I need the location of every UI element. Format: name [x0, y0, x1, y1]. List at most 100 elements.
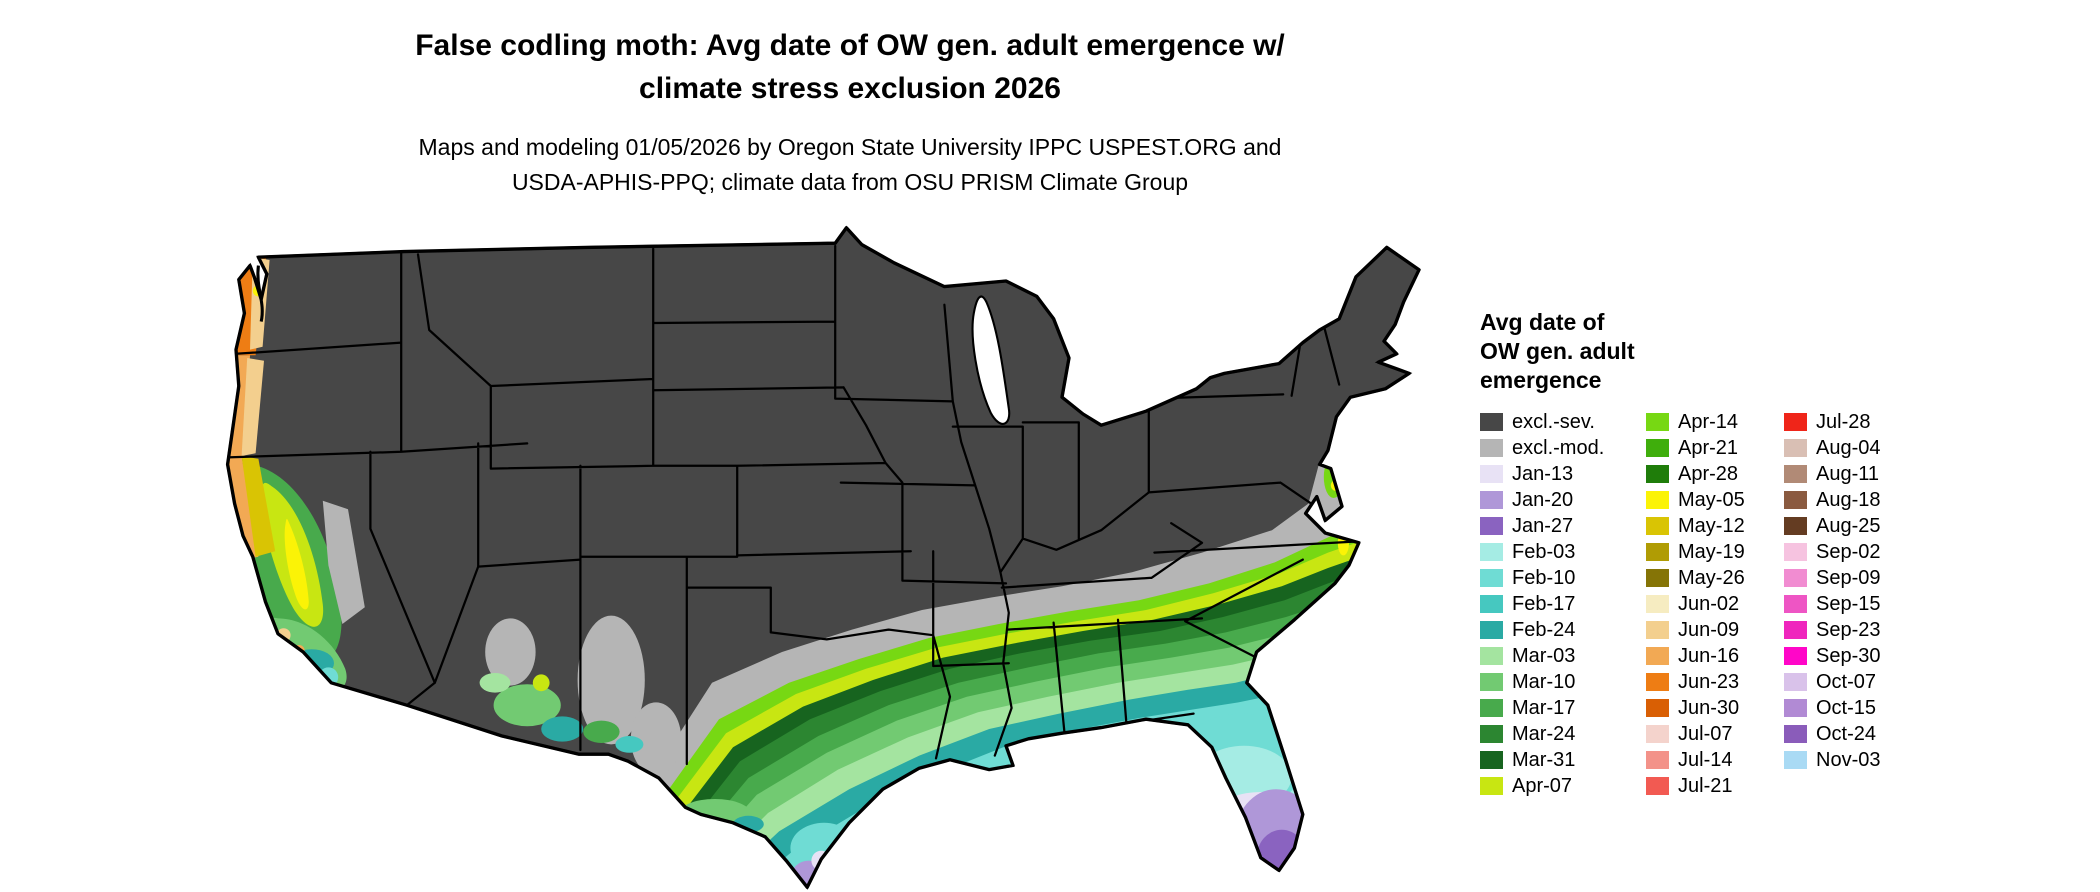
legend-item: May-05 — [1646, 487, 1770, 513]
legend-item: Apr-28 — [1646, 461, 1770, 487]
legend-item: Sep-15 — [1784, 591, 1902, 617]
legend-item: Mar-10 — [1480, 669, 1632, 695]
legend-label: Apr-21 — [1678, 436, 1739, 459]
legend-item: Feb-24 — [1480, 617, 1632, 643]
map-region-central-az — [479, 673, 511, 693]
legend-label: Oct-15 — [1816, 696, 1877, 719]
legend-swatch — [1784, 465, 1807, 483]
page-title-line2: climate stress exclusion 2026 — [639, 72, 1061, 105]
legend-swatch — [1480, 699, 1503, 717]
map-region-valley-core — [284, 518, 309, 610]
legend-column-1: excl.-sev. excl.-mod. Jan-13 Jan-20 Jan-27 Fe… — [1480, 409, 1632, 799]
page-subtitle-line2: USDA-APHIS-PPQ; climate data from OSU PR… — [511, 169, 1189, 195]
legend-label: Jun-09 — [1678, 618, 1740, 641]
legend-swatch — [1784, 673, 1807, 691]
legend-item: Oct-07 — [1784, 669, 1902, 695]
legend-label: Oct-07 — [1816, 670, 1877, 693]
page-title-line1: False codling moth: Avg date of OW gen. … — [415, 29, 1285, 62]
legend-label: Apr-28 — [1678, 462, 1739, 485]
map-patch-gray-new-mexico — [577, 615, 645, 745]
lake-michigan — [971, 295, 1011, 425]
legend-label: Mar-03 — [1512, 644, 1576, 667]
legend-column-2: Apr-14 Apr-21 Apr-28 May-05 May-12 May-19 May-… — [1646, 409, 1770, 799]
legend-item: Jul-21 — [1646, 773, 1770, 799]
legend-swatch — [1480, 543, 1503, 561]
legend-item: Aug-25 — [1784, 513, 1902, 539]
legend-swatch — [1480, 751, 1503, 769]
legend-swatch — [1646, 543, 1669, 561]
legend-label: Jul-07 — [1678, 722, 1733, 745]
legend-swatch — [1646, 647, 1669, 665]
legend-label: Sep-30 — [1816, 644, 1881, 667]
legend-item: Jul-07 — [1646, 721, 1770, 747]
legend-swatch — [1646, 413, 1669, 431]
legend-swatch — [1784, 647, 1807, 665]
legend-label: Mar-24 — [1512, 722, 1576, 745]
legend-item: Apr-21 — [1646, 435, 1770, 461]
legend-label: Jul-14 — [1678, 748, 1733, 771]
legend-item: Jan-27 — [1480, 513, 1632, 539]
legend-swatch — [1784, 517, 1807, 535]
map-patch-gray-sierra — [322, 500, 365, 624]
legend-item: Sep-30 — [1784, 643, 1902, 669]
legend-item: Feb-17 — [1480, 591, 1632, 617]
legend-swatch — [1784, 569, 1807, 587]
legend-swatch — [1784, 491, 1807, 509]
legend-label: Sep-02 — [1816, 540, 1881, 563]
legend-item: Jun-23 — [1646, 669, 1770, 695]
map-region-florida-tip — [1256, 829, 1307, 886]
legend-item: Aug-04 — [1784, 435, 1902, 461]
legend-label: Aug-11 — [1816, 462, 1880, 485]
legend-swatch — [1480, 673, 1503, 691]
legend-swatch — [1784, 439, 1807, 457]
legend-label: Jun-16 — [1678, 644, 1740, 667]
legend-item: Jul-28 — [1784, 409, 1902, 435]
legend-item: Mar-24 — [1480, 721, 1632, 747]
legend-label: Jun-30 — [1678, 696, 1740, 719]
map-region-nm-border — [615, 736, 644, 753]
legend-swatch — [1646, 777, 1669, 795]
legend-label: Jun-23 — [1678, 670, 1740, 693]
legend-swatch — [1784, 751, 1807, 769]
legend-label: Apr-07 — [1512, 774, 1573, 797]
legend-swatch — [1646, 465, 1669, 483]
legend-label: Feb-24 — [1512, 618, 1576, 641]
legend-item: Aug-11 — [1784, 461, 1902, 487]
legend-label: Oct-24 — [1816, 722, 1877, 745]
legend-label: Mar-31 — [1512, 748, 1576, 771]
legend-title: Avg date of OW gen. adult emergence — [1480, 308, 1902, 395]
legend-item: Oct-24 — [1784, 721, 1902, 747]
legend-item: Jun-16 — [1646, 643, 1770, 669]
map-region-az-border — [541, 716, 584, 742]
page-subtitle-line1: Maps and modeling 01/05/2026 by Oregon S… — [418, 134, 1282, 160]
legend-item: Nov-03 — [1784, 747, 1902, 773]
legend-swatch — [1646, 725, 1669, 743]
legend-item: Jan-13 — [1480, 461, 1632, 487]
legend-label: Feb-17 — [1512, 592, 1576, 615]
map-legend: Avg date of OW gen. adult emergence excl… — [1480, 308, 1902, 799]
legend-label: Jan-13 — [1512, 462, 1574, 485]
legend-label: Jul-21 — [1678, 774, 1733, 797]
legend-item: Mar-31 — [1480, 747, 1632, 773]
legend-item: Feb-03 — [1480, 539, 1632, 565]
legend-item: Jan-20 — [1480, 487, 1632, 513]
legend-swatch — [1646, 621, 1669, 639]
legend-swatch — [1646, 439, 1669, 457]
legend-label: excl.-mod. — [1512, 436, 1605, 459]
legend-label: Apr-14 — [1678, 410, 1739, 433]
legend-swatch — [1784, 621, 1807, 639]
map-patch-gray-west-texas — [630, 702, 682, 776]
legend-swatch — [1646, 751, 1669, 769]
legend-swatch — [1784, 543, 1807, 561]
us-map — [225, 225, 1421, 890]
legend-item: Feb-10 — [1480, 565, 1632, 591]
legend-swatch — [1480, 413, 1503, 431]
map-spot-az-chartreuse — [532, 674, 550, 692]
legend-swatch — [1480, 725, 1503, 743]
legend-label: Feb-03 — [1512, 540, 1576, 563]
legend-item: Jun-30 — [1646, 695, 1770, 721]
legend-label: Jul-28 — [1816, 410, 1871, 433]
legend-item: Aug-18 — [1784, 487, 1902, 513]
legend-item: Jun-02 — [1646, 591, 1770, 617]
legend-label: Mar-10 — [1512, 670, 1576, 693]
